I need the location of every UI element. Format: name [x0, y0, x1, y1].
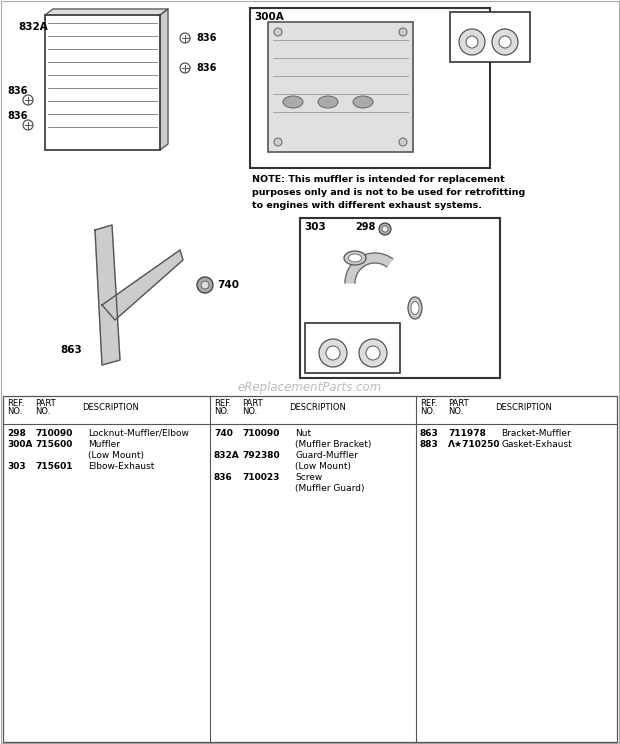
Text: PART: PART	[448, 399, 469, 408]
Ellipse shape	[408, 297, 422, 319]
Text: 836: 836	[7, 86, 27, 96]
Circle shape	[492, 29, 518, 55]
Text: DESCRIPTION: DESCRIPTION	[495, 403, 552, 412]
Bar	[45, 15, 160, 150]
Circle shape	[201, 281, 209, 289]
Text: 710090: 710090	[242, 429, 280, 438]
Text: 836: 836	[214, 473, 232, 482]
Bar	[250, 8, 490, 168]
Text: 740: 740	[217, 280, 239, 290]
Ellipse shape	[344, 251, 366, 265]
Text: 300A: 300A	[7, 440, 32, 449]
Bar	[300, 218, 500, 378]
Text: (Muffler Bracket): (Muffler Bracket)	[295, 440, 371, 449]
Circle shape	[366, 346, 380, 360]
Circle shape	[499, 36, 511, 48]
Text: NO.: NO.	[448, 407, 463, 416]
Circle shape	[382, 226, 388, 232]
Text: NOTE: This muffler is intended for replacement
purposes only and is not to be us: NOTE: This muffler is intended for repla…	[252, 175, 525, 211]
Polygon shape	[95, 225, 120, 365]
Text: NO.: NO.	[214, 407, 229, 416]
Circle shape	[319, 339, 347, 367]
Text: 303: 303	[304, 222, 326, 232]
Text: REF.: REF.	[214, 399, 231, 408]
Text: 836: 836	[196, 33, 216, 43]
Text: DESCRIPTION: DESCRIPTION	[82, 403, 139, 412]
Text: eReplacementParts.com: eReplacementParts.com	[238, 382, 382, 394]
Text: REF.: REF.	[7, 399, 24, 408]
Text: 832A: 832A	[214, 451, 240, 460]
Text: 883: 883	[420, 440, 439, 449]
Ellipse shape	[411, 301, 419, 315]
Text: 711978: 711978	[448, 429, 486, 438]
Text: PART: PART	[35, 399, 56, 408]
Text: Screw: Screw	[295, 473, 322, 482]
Text: PART: PART	[242, 399, 263, 408]
Text: 715601: 715601	[35, 462, 73, 471]
Text: 863: 863	[60, 345, 82, 355]
Text: 300A: 300A	[254, 12, 284, 22]
Polygon shape	[345, 253, 392, 283]
Bar	[268, 22, 413, 152]
Text: NO.: NO.	[420, 407, 435, 416]
Circle shape	[274, 138, 282, 146]
Text: 298: 298	[355, 222, 375, 232]
Text: (Low Mount): (Low Mount)	[88, 451, 144, 460]
Polygon shape	[102, 250, 183, 320]
Text: DESCRIPTION: DESCRIPTION	[289, 403, 346, 412]
Text: 836: 836	[7, 111, 27, 121]
Text: 883: 883	[453, 15, 474, 25]
Text: 710090: 710090	[35, 429, 73, 438]
Text: 715600: 715600	[35, 440, 73, 449]
Circle shape	[399, 28, 407, 36]
Circle shape	[459, 29, 485, 55]
Text: Locknut-Muffler/Elbow: Locknut-Muffler/Elbow	[88, 429, 189, 438]
Polygon shape	[45, 9, 168, 15]
Text: (Muffler Guard): (Muffler Guard)	[295, 484, 365, 493]
Circle shape	[197, 277, 213, 293]
Text: NO.: NO.	[7, 407, 22, 416]
Bar	[305, 323, 400, 373]
Circle shape	[466, 36, 478, 48]
Text: 883: 883	[308, 326, 329, 336]
Circle shape	[274, 28, 282, 36]
Text: (Low Mount): (Low Mount)	[295, 462, 351, 471]
Text: 836: 836	[196, 63, 216, 73]
Text: Nut: Nut	[295, 429, 311, 438]
Text: Bracket-Muffler: Bracket-Muffler	[501, 429, 571, 438]
Bar	[450, 12, 530, 62]
Circle shape	[326, 346, 340, 360]
Text: 710023: 710023	[242, 473, 280, 482]
Text: 792380: 792380	[242, 451, 280, 460]
Circle shape	[359, 339, 387, 367]
Text: Λ★710250: Λ★710250	[448, 440, 500, 449]
Text: REF.: REF.	[420, 399, 437, 408]
Polygon shape	[160, 9, 168, 150]
Text: Muffler: Muffler	[88, 440, 120, 449]
Text: Gasket-Exhaust: Gasket-Exhaust	[501, 440, 572, 449]
Ellipse shape	[353, 96, 373, 108]
Text: 832A: 832A	[18, 22, 48, 32]
Ellipse shape	[348, 254, 361, 262]
Text: Elbow-Exhaust: Elbow-Exhaust	[88, 462, 154, 471]
Bar	[3, 396, 617, 742]
Text: 863: 863	[420, 429, 439, 438]
Text: 740: 740	[214, 429, 233, 438]
Ellipse shape	[283, 96, 303, 108]
Text: NO.: NO.	[242, 407, 257, 416]
Circle shape	[379, 223, 391, 235]
Circle shape	[399, 138, 407, 146]
Text: 303: 303	[7, 462, 25, 471]
Text: NO.: NO.	[35, 407, 50, 416]
Text: 298: 298	[7, 429, 26, 438]
Ellipse shape	[318, 96, 338, 108]
Text: Guard-Muffler: Guard-Muffler	[295, 451, 358, 460]
